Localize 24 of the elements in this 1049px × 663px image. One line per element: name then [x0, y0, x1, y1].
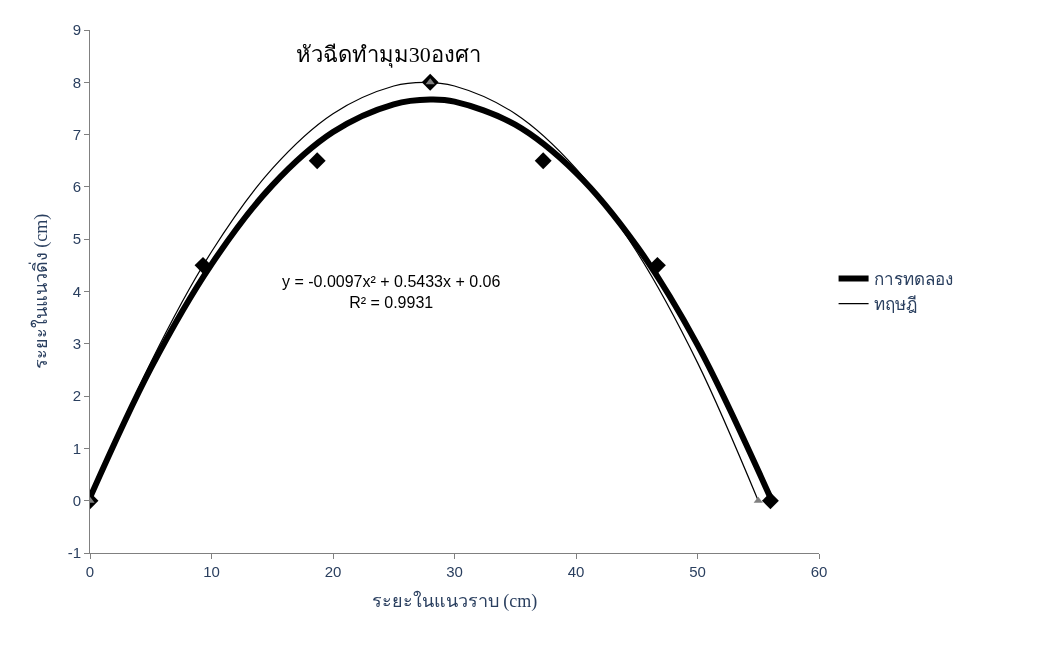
y-tick-label: 6 — [72, 178, 81, 196]
y-tick-label: 0 — [72, 491, 81, 509]
x-tick-label: 10 — [203, 563, 220, 580]
x-tick-label: 60 — [810, 563, 828, 580]
legend-label: ทฤษฎี — [873, 294, 917, 315]
y-tick-label: 8 — [72, 73, 81, 91]
y-tick-label: 7 — [72, 125, 81, 143]
x-tick-label: 30 — [446, 563, 463, 580]
y-axis-title: ระยะในแนวดิ่ง (cm) — [27, 213, 52, 370]
y-tick-label: 5 — [72, 230, 81, 248]
annotation: y = -0.0097x² + 0.5433x + 0.06 R² = 0.9931 — [282, 273, 501, 311]
y-tick-label: 4 — [72, 282, 81, 300]
x-tick-label: 0 — [85, 563, 95, 580]
y-tick-label: 9 — [72, 21, 81, 39]
y-tick-label: 3 — [72, 335, 81, 353]
x-tick-label: 40 — [567, 563, 585, 580]
y-tick-label: 2 — [72, 387, 81, 405]
y-tick-label: 1 — [72, 439, 81, 457]
x-tick-label: 20 — [324, 563, 342, 580]
text: หัวฉีดทำมุม30องศา — [295, 41, 481, 68]
legend-label: การทดลอง — [873, 269, 953, 290]
x-axis-title: ระยะในแนวราบ (cm) — [371, 590, 538, 613]
y-tick-label: -1 — [67, 544, 81, 562]
x-tick-label: 50 — [689, 563, 706, 580]
